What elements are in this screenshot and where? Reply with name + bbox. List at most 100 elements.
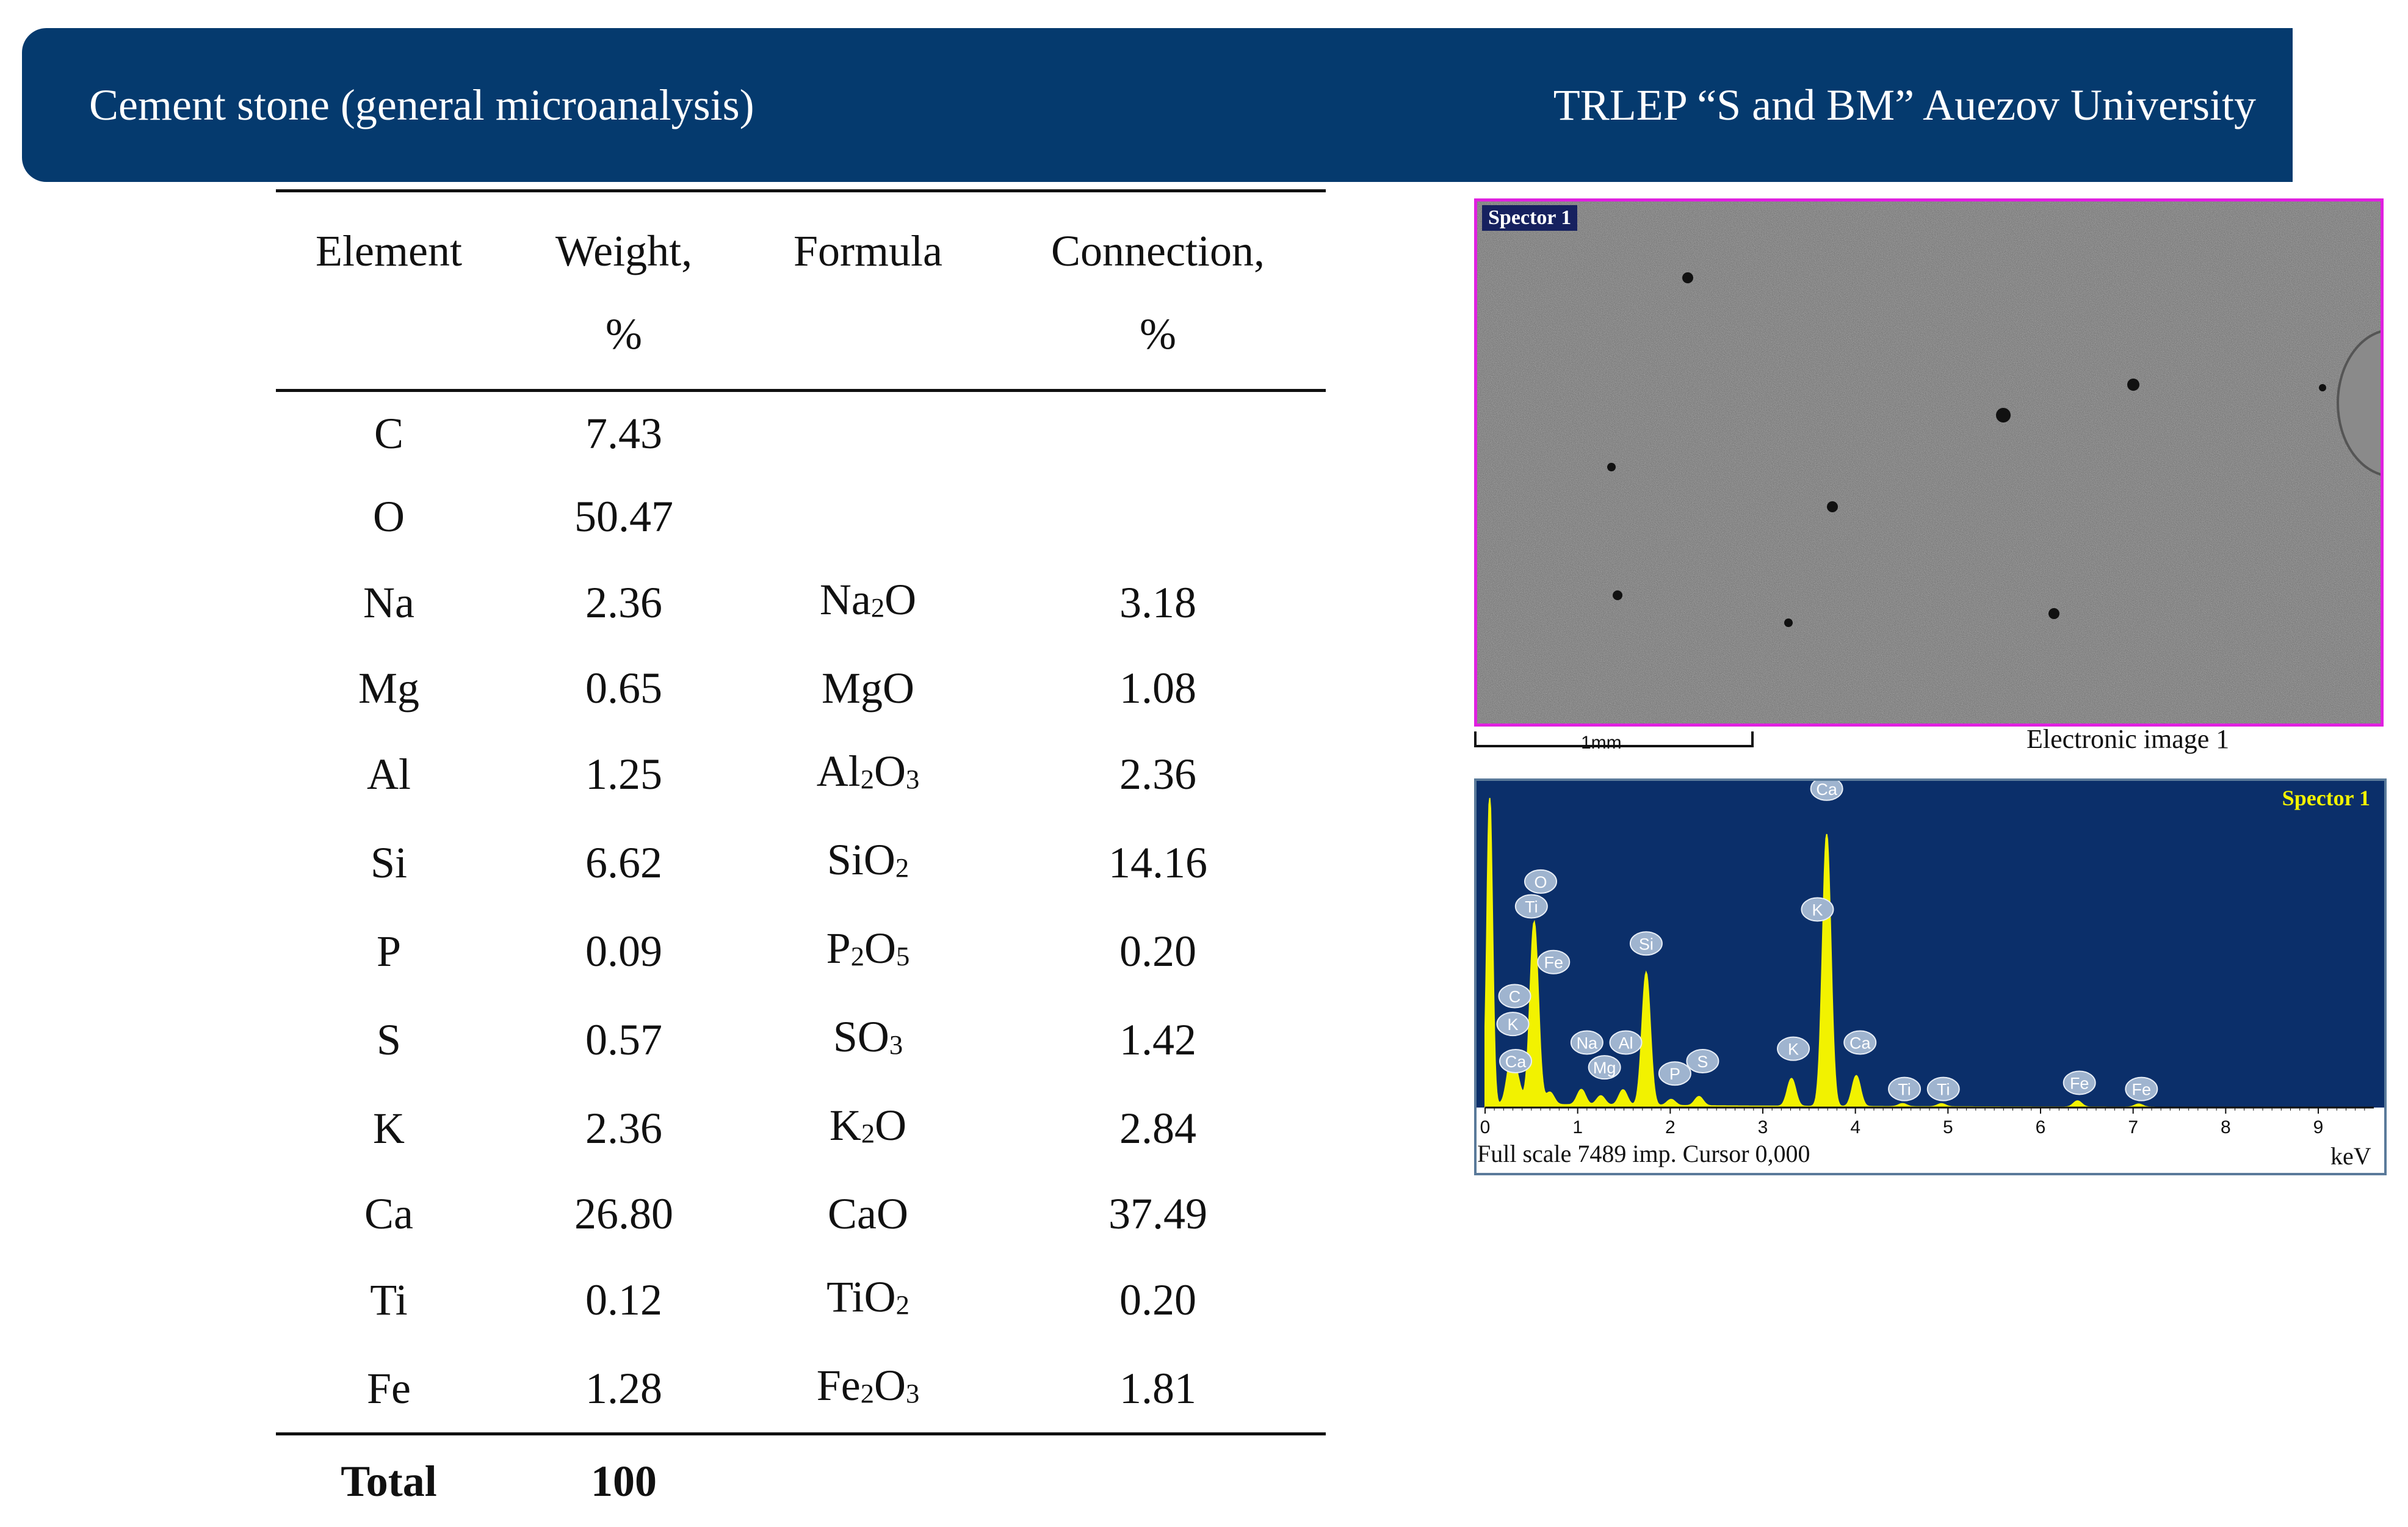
column-header-line2: % (990, 292, 1326, 375)
micrograph-texture (1477, 201, 2381, 724)
spectrum-tick-label: 6 (2036, 1117, 2046, 1137)
peak-label: Mg (1593, 1059, 1616, 1077)
cell-formula (746, 391, 990, 476)
cell-connection: 0.20 (990, 1255, 1326, 1344)
micrograph-pore (2127, 379, 2139, 391)
total-label: Total (276, 1434, 502, 1527)
slide-title: Cement stone (general microanalysis) (89, 28, 754, 182)
cell-weight: 2.36 (502, 558, 746, 647)
column-header-line2: % (502, 292, 746, 375)
cell-connection (990, 391, 1326, 476)
peak-label: Fe (2132, 1081, 2152, 1099)
cell-element: P (276, 907, 502, 995)
peak-label: Ti (1898, 1081, 1911, 1099)
micrograph-pore (1996, 408, 2011, 423)
cell-element: Ca (276, 1172, 502, 1255)
cell-connection: 0.20 (990, 907, 1326, 995)
composition-table: Element Weight, % Formula Connection, % … (276, 189, 1326, 1527)
formula-subscript: 3 (906, 764, 919, 794)
electron-micrograph: Spector 1 (1474, 198, 2390, 730)
peak-label: Fe (2070, 1074, 2089, 1092)
column-header-formula: Formula (746, 191, 990, 391)
peak-label: Ti (1525, 898, 1538, 916)
cell-connection: 1.08 (990, 647, 1326, 730)
cell-connection: 2.36 (990, 730, 1326, 818)
column-header-weight: Weight, % (502, 191, 746, 391)
formula-subscript: 2 (861, 1118, 875, 1148)
cell-element: Fe (276, 1344, 502, 1434)
micrograph-pore (1784, 618, 1793, 627)
micrograph-pore (1682, 272, 1693, 283)
cell-connection: 2.84 (990, 1084, 1326, 1172)
formula-subscript: 2 (851, 941, 864, 971)
formula-text: K (830, 1101, 861, 1150)
peak-label: P (1669, 1065, 1680, 1083)
formula-subscript: 2 (861, 764, 874, 794)
formula-text: O (875, 1101, 906, 1150)
cell-weight: 0.12 (502, 1255, 746, 1344)
formula-text: Al (817, 747, 861, 796)
cell-connection: 14.16 (990, 818, 1326, 907)
formula-subscript: 2 (895, 852, 909, 883)
cell-weight: 0.65 (502, 647, 746, 730)
micrograph-frame: Spector 1 (1474, 198, 2384, 727)
cell-element: Al (276, 730, 502, 818)
formula-subscript: 2 (896, 1289, 909, 1320)
table-header: Element Weight, % Formula Connection, % (276, 191, 1326, 391)
cell-element: Si (276, 818, 502, 907)
spectrum-tick-label: 8 (2221, 1117, 2231, 1137)
cell-formula: P2O5 (746, 907, 990, 995)
cell-element: K (276, 1084, 502, 1172)
cell-element: Ti (276, 1255, 502, 1344)
formula-text: CaO (828, 1189, 908, 1238)
spectrum-tick-label: 1 (1572, 1117, 1583, 1137)
cell-formula: Al2O3 (746, 730, 990, 818)
cell-element: Mg (276, 647, 502, 730)
peak-label: O (1534, 873, 1547, 891)
spectrum-unit: keV (2330, 1142, 2371, 1170)
micrograph-pore (1613, 590, 1622, 600)
peak-label: K (1507, 1015, 1518, 1034)
peak-label: Ca (1816, 781, 1837, 799)
cell-formula: SO3 (746, 995, 990, 1084)
cell-connection: 37.49 (990, 1172, 1326, 1255)
peak-label: S (1697, 1053, 1708, 1071)
micrograph-label: Spector 1 (1482, 205, 1577, 231)
peak-label: K (1788, 1040, 1799, 1059)
formula-text: SO (833, 1012, 889, 1061)
formula-subscript: 2 (861, 1378, 874, 1409)
cell-connection: 3.18 (990, 558, 1326, 647)
peak-label: Na (1577, 1034, 1598, 1053)
column-header-line1: Element (316, 227, 462, 275)
spectrum-caption: Full scale 7489 imp. Cursor 0,000 (1477, 1139, 1810, 1168)
cell-weight: 6.62 (502, 818, 746, 907)
cell-connection: 1.81 (990, 1344, 1326, 1434)
formula-text: Fe (817, 1361, 861, 1410)
spectrum-tick-label: 3 (1758, 1117, 1768, 1137)
cell-weight: 50.47 (502, 475, 746, 558)
peak-label: Ca (1849, 1034, 1871, 1053)
composition-table-container: Element Weight, % Formula Connection, % … (276, 189, 1326, 1527)
micrograph-pore (1827, 501, 1838, 512)
spectrum-tick-label: 5 (1943, 1117, 1953, 1137)
column-header-connection: Connection, % (990, 191, 1326, 391)
formula-text: MgO (822, 664, 914, 713)
cell-element: O (276, 475, 502, 558)
cell-weight: 0.57 (502, 995, 746, 1084)
cell-formula: Fe2O3 (746, 1344, 990, 1434)
column-header-line1: Connection, (1051, 227, 1265, 275)
peak-label: Si (1639, 935, 1654, 953)
peak-label: Ti (1937, 1081, 1950, 1099)
formula-text: O (874, 1361, 906, 1410)
micrograph-grain (1477, 201, 2381, 724)
